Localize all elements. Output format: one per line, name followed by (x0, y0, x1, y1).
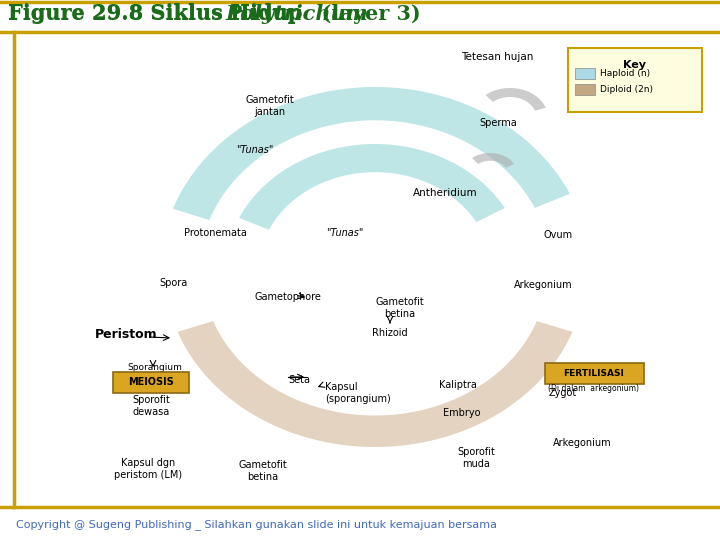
Text: Peristom: Peristom (95, 328, 158, 341)
Text: Kaliptra: Kaliptra (439, 380, 477, 390)
Text: Figure 29.8 Siklus Hidup: Figure 29.8 Siklus Hidup (8, 3, 310, 23)
Polygon shape (178, 321, 572, 447)
Text: Sporofit
dewasa: Sporofit dewasa (132, 395, 170, 416)
Text: Tetesan hujan: Tetesan hujan (461, 52, 534, 62)
Text: (layer 3): (layer 3) (307, 4, 420, 24)
Text: Kapsul dgn
peristom (LM): Kapsul dgn peristom (LM) (114, 458, 182, 480)
Text: Sperma: Sperma (479, 118, 517, 128)
Text: "Tunas": "Tunas" (326, 228, 364, 238)
Polygon shape (485, 88, 546, 111)
Text: "Tunas": "Tunas" (236, 145, 274, 155)
Polygon shape (472, 153, 514, 168)
Text: Key: Key (624, 60, 647, 70)
Text: Antheridium: Antheridium (413, 188, 477, 198)
Text: Gametofit
jantan: Gametofit jantan (246, 95, 294, 117)
Text: Polytrichum: Polytrichum (225, 4, 368, 24)
Text: Arkegonium: Arkegonium (513, 280, 572, 290)
Text: Figure 29.8 Siklus Hidup: Figure 29.8 Siklus Hidup (8, 4, 310, 24)
Text: Gametofit
betina: Gametofit betina (376, 297, 424, 319)
Bar (575, 84, 595, 95)
Text: (Di dalam  arkegonium): (Di dalam arkegonium) (549, 384, 639, 393)
Text: Arkegonium: Arkegonium (553, 438, 611, 448)
Text: Kapsul
(sporangium): Kapsul (sporangium) (325, 382, 391, 403)
Text: Haploid (n): Haploid (n) (600, 70, 650, 78)
Text: MEIOSIS: MEIOSIS (128, 377, 174, 387)
Text: Gametophore: Gametophore (255, 292, 321, 302)
Text: Sporofit
muda: Sporofit muda (457, 447, 495, 469)
Text: Ovum: Ovum (544, 230, 572, 240)
Polygon shape (239, 144, 505, 230)
Bar (575, 68, 595, 79)
Text: Embryo: Embryo (444, 408, 481, 418)
Text: Sporangium: Sporangium (127, 363, 182, 372)
Text: FERTILISASI: FERTILISASI (564, 368, 624, 377)
Text: Seta: Seta (288, 375, 310, 385)
Text: Spora: Spora (159, 278, 187, 288)
Text: Copyright @ Sugeng Publishing _ Silahkan gunakan slide ini untuk kemajuan bersam: Copyright @ Sugeng Publishing _ Silahkan… (16, 519, 497, 530)
FancyBboxPatch shape (113, 372, 189, 393)
Polygon shape (173, 87, 570, 220)
Text: Diploid (2n): Diploid (2n) (600, 85, 653, 94)
FancyBboxPatch shape (545, 363, 644, 384)
Text: Rhizoid: Rhizoid (372, 328, 408, 338)
FancyBboxPatch shape (568, 48, 702, 112)
Text: Protonemata: Protonemata (184, 228, 246, 238)
Text: Zygot: Zygot (549, 388, 577, 398)
Text: Figure 29.8 Siklus Hidup Polytrichum  (layer 3): Figure 29.8 Siklus Hidup Polytrichum (la… (8, 3, 567, 23)
Text: Gametofit
betina: Gametofit betina (238, 460, 287, 482)
